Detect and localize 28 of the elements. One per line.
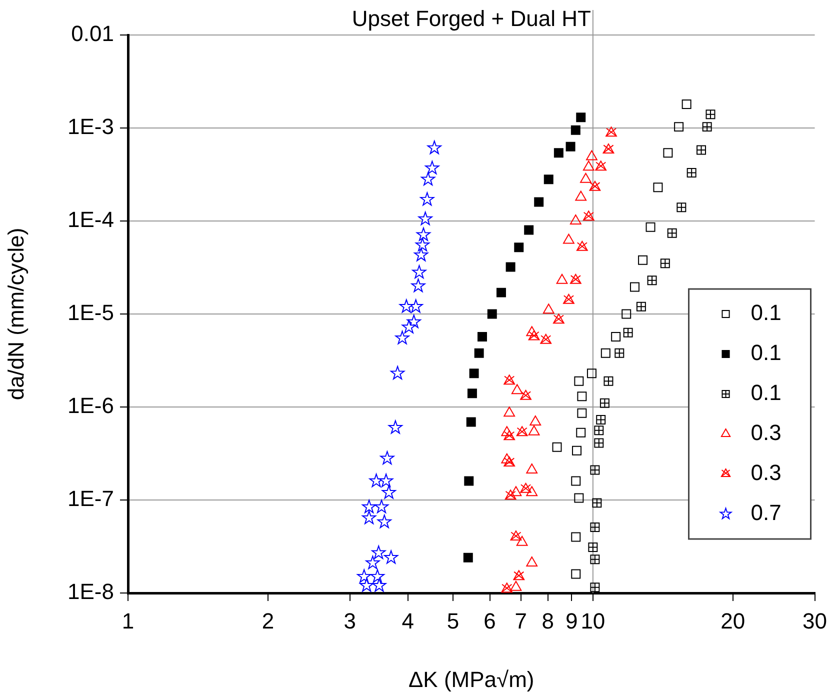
x-tick-label: 6 (484, 608, 496, 634)
x-tick-label: 5 (446, 608, 460, 634)
y-tick-label: 1E-7 (68, 486, 114, 512)
y-tick-label: 0.01 (71, 21, 114, 46)
x-tick-label: 20 (720, 608, 746, 634)
legend-label: 0.3 (750, 460, 782, 486)
y-tick-label: 1E-8 (68, 579, 114, 604)
x-tick-label: 4 (402, 608, 414, 634)
legend-label: 0.1 (750, 340, 782, 366)
x-tick-label: 3 (344, 608, 356, 634)
y-tick-label: 1E-6 (68, 393, 114, 418)
chart-title: Upset Forged + Dual HT (352, 6, 591, 32)
x-tick-label: 9 (566, 608, 578, 634)
y-tick-label: 1E-3 (68, 114, 114, 140)
x-tick-label: 7 (514, 608, 528, 634)
legend-label: 0.3 (750, 420, 782, 446)
legend-label: 0.1 (750, 380, 782, 406)
x-tick-label: 1 (122, 608, 134, 634)
x-tick-label: 2 (262, 608, 274, 634)
legend-label: 0.1 (750, 300, 782, 326)
x-axis-title: ΔK (MPa√m) (408, 666, 534, 692)
x-tick-label: 8 (542, 608, 554, 634)
x-tick-label: 10 (580, 608, 606, 634)
y-axis-title: da/dN (mm/cycle) (3, 228, 28, 400)
x-tick-label: 30 (802, 608, 828, 634)
y-tick-label: 1E-5 (68, 300, 114, 326)
y-tick-label: 1E-4 (68, 207, 114, 232)
legend-label: 0.7 (750, 500, 782, 526)
